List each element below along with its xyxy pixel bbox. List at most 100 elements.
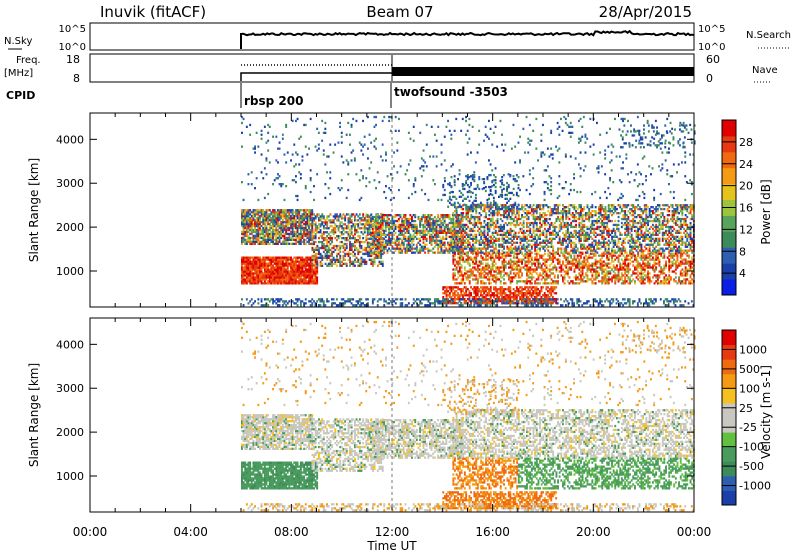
power-cell <box>530 210 533 213</box>
power-cell <box>563 223 566 227</box>
power-cell <box>308 238 310 241</box>
power-cell <box>480 254 483 257</box>
power-cell <box>650 237 653 240</box>
power-cell <box>689 233 692 236</box>
power-cell <box>337 260 340 263</box>
power-cell <box>245 276 248 279</box>
power-cell <box>607 208 610 211</box>
power-cell <box>539 214 541 217</box>
power-cell <box>586 245 589 248</box>
power-cell <box>318 240 320 244</box>
power-cell <box>511 210 514 213</box>
power-cell <box>647 243 649 246</box>
power-cell <box>391 225 394 229</box>
power-cell <box>247 260 250 263</box>
power-cell <box>622 237 625 240</box>
power-cell <box>655 223 658 227</box>
power-cell <box>299 242 302 245</box>
power-cell <box>411 237 413 240</box>
power-cell <box>674 231 677 234</box>
power-cell <box>598 215 600 219</box>
power-cell <box>304 224 307 228</box>
power-cell <box>432 237 435 240</box>
power-cell <box>397 237 400 240</box>
power-cell <box>347 227 350 230</box>
power-cell <box>386 214 389 217</box>
power-cell <box>442 251 444 254</box>
power-cell <box>370 223 372 227</box>
power-cell <box>648 249 651 252</box>
power-cell <box>245 260 248 263</box>
power-cell <box>288 215 291 218</box>
power-cell <box>296 221 299 224</box>
power-cell <box>570 231 573 234</box>
power-cell <box>298 266 301 269</box>
power-cell <box>308 272 310 275</box>
power-cell <box>524 245 527 248</box>
power-cell <box>498 212 501 215</box>
power-cell <box>498 229 501 233</box>
power-cell <box>571 204 574 207</box>
power-cell <box>262 242 265 245</box>
power-cell <box>501 245 504 248</box>
power-cell <box>673 227 676 231</box>
power-cell <box>501 227 504 231</box>
power-cell <box>656 229 659 233</box>
power-cell <box>589 215 592 219</box>
power-cell <box>301 256 304 259</box>
power-cell <box>252 213 255 216</box>
power-cell <box>268 256 271 259</box>
power-cell <box>371 227 374 231</box>
power-cell <box>599 212 602 215</box>
power-cell <box>326 240 329 244</box>
power-cell <box>679 237 682 240</box>
power-cell <box>358 262 361 265</box>
power-cell <box>598 208 600 211</box>
power-cell <box>422 235 425 238</box>
power-cell <box>519 247 522 250</box>
power-cell <box>329 242 332 246</box>
power-cell <box>350 221 353 224</box>
power-cell <box>634 208 636 211</box>
power-cell <box>268 276 271 279</box>
power-cell <box>432 221 435 225</box>
power-cell <box>573 215 576 219</box>
power-cell <box>242 234 245 238</box>
power-cell <box>463 247 466 250</box>
power-cell <box>643 239 646 242</box>
power-cell <box>386 225 389 229</box>
power-cell <box>296 274 299 277</box>
power-cell <box>539 227 541 231</box>
power-cell <box>349 215 351 218</box>
power-cell <box>283 278 286 281</box>
power-cell <box>283 213 286 216</box>
power-cell <box>652 249 654 252</box>
power-cell <box>440 245 443 248</box>
power-cell <box>689 221 692 225</box>
power-cell <box>514 215 517 219</box>
power-cell <box>270 264 273 267</box>
power-cell <box>290 219 292 222</box>
power-cell <box>272 213 274 216</box>
power-cell <box>363 219 366 222</box>
power-cell <box>503 237 505 240</box>
power-cell <box>250 256 253 259</box>
power-cell <box>298 222 301 226</box>
power-cell <box>249 232 252 236</box>
power-cell <box>496 219 499 223</box>
power-cell <box>465 241 468 244</box>
power-cell <box>540 245 543 248</box>
power-cell <box>640 217 643 221</box>
freq-label: Freq. <box>16 55 41 66</box>
power-cell <box>303 282 306 285</box>
power-cell <box>278 209 281 212</box>
power-cell <box>322 217 325 220</box>
power-cell <box>429 239 431 242</box>
power-cell <box>454 214 456 217</box>
power-cell <box>447 225 449 229</box>
power-cell <box>344 217 347 220</box>
power-cell <box>324 256 327 259</box>
power-cell <box>691 245 694 248</box>
power-cell <box>288 258 291 261</box>
power-cell <box>337 215 340 218</box>
